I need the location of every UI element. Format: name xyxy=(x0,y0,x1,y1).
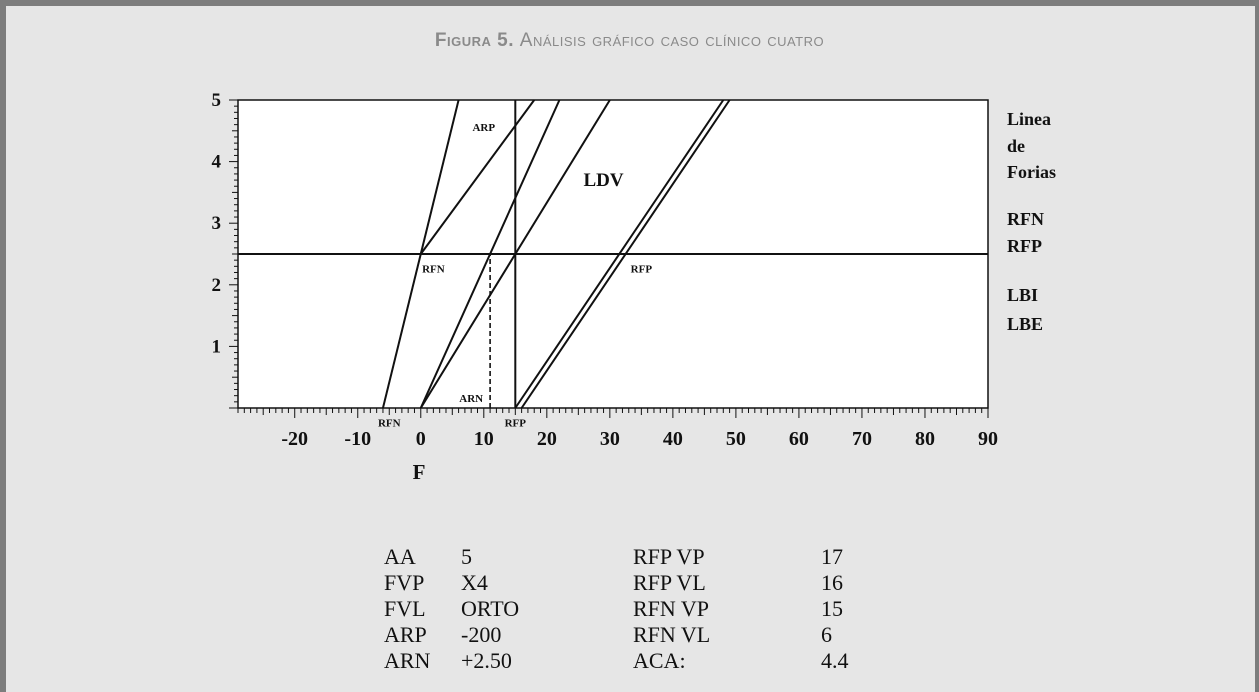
x-tick-label: 50 xyxy=(726,428,746,450)
table-cell-v2: 4.4 xyxy=(821,648,849,673)
annotation-label: RFP xyxy=(505,417,527,429)
axis-labels: -20 -10 0 10 20 30 40 50 60 70 80 90 1 2 3 4 5 F xyxy=(212,90,999,484)
right-label: LBE xyxy=(1007,314,1043,334)
y-tick-label: 3 xyxy=(212,213,222,234)
table-cell-k2: RFN VL xyxy=(633,622,711,647)
table-cell-v2: 6 xyxy=(821,622,832,647)
table-cell-k1: ARP xyxy=(384,622,427,647)
right-label: Linea xyxy=(1007,109,1051,129)
table-cell-k2: ACA: xyxy=(633,648,686,673)
figure-title: Figura 5. Análisis gráfico caso clínico … xyxy=(0,30,1259,52)
annotation-label: ARN xyxy=(459,393,483,405)
table-cell-k1: FVP xyxy=(384,570,425,595)
table-cell-k2: RFP VP xyxy=(633,544,705,569)
x-tick-label: 40 xyxy=(663,428,683,450)
x-tick-label: 60 xyxy=(789,428,809,450)
x-tick-label: 20 xyxy=(537,428,557,450)
x-tick-label: 70 xyxy=(852,428,872,450)
table-cell-k1: ARN xyxy=(384,648,431,673)
x-tick-label: 80 xyxy=(915,428,935,450)
table-cell-v1: +2.50 xyxy=(461,648,512,673)
figure-number: Figura 5. xyxy=(434,30,514,51)
annotation-label: RFN xyxy=(378,417,401,429)
figure-caption: Análisis gráfico caso clínico cuatro xyxy=(519,30,825,51)
axis-ticks xyxy=(229,99,989,418)
x-tick-label: 90 xyxy=(978,428,998,450)
series-lines xyxy=(238,99,988,409)
table-cell-k2: RFN VP xyxy=(633,596,710,621)
table-cell-v1: 5 xyxy=(461,544,472,569)
x-tick-label: 10 xyxy=(474,428,494,450)
table-cell-k2: RFP VL xyxy=(633,570,706,595)
right-label: Forias xyxy=(1007,162,1056,182)
right-labels: Linea de Forias RFN RFP LBI LBE xyxy=(1007,109,1056,334)
table-cell-v2: 15 xyxy=(821,596,843,621)
right-label: LBI xyxy=(1007,285,1038,305)
annotation-label: RFN xyxy=(422,263,445,275)
y-tick-label: 5 xyxy=(212,90,222,111)
table-cell-v1: X4 xyxy=(461,570,488,595)
x-tick-label: 0 xyxy=(416,428,426,450)
annotation-label: LDV xyxy=(583,170,623,191)
annotation-label: ARP xyxy=(472,122,495,134)
right-label: de xyxy=(1007,136,1025,156)
x-tick-label: -20 xyxy=(281,428,308,450)
table-cell-v1: -200 xyxy=(461,622,502,647)
right-label: RFN xyxy=(1007,209,1044,229)
annotations: ARP LDV RFN RFP ARN RFN RFP xyxy=(378,122,652,430)
y-tick-label: 4 xyxy=(212,152,222,173)
table-cell-k1: AA xyxy=(384,544,416,569)
y-tick-label: 2 xyxy=(212,275,222,296)
table-cell-k1: FVL xyxy=(384,596,426,621)
x-tick-label: -10 xyxy=(344,428,371,450)
table-cell-v1: ORTO xyxy=(461,596,520,621)
x-axis-label: F xyxy=(413,460,426,484)
table-cell-v2: 16 xyxy=(821,570,843,595)
annotation-label: RFP xyxy=(631,263,653,275)
right-label: RFP xyxy=(1007,236,1042,256)
plot-border xyxy=(237,99,989,409)
y-tick-label: 1 xyxy=(212,336,222,357)
table-cell-v2: 17 xyxy=(821,544,843,569)
x-tick-label: 30 xyxy=(600,428,620,450)
